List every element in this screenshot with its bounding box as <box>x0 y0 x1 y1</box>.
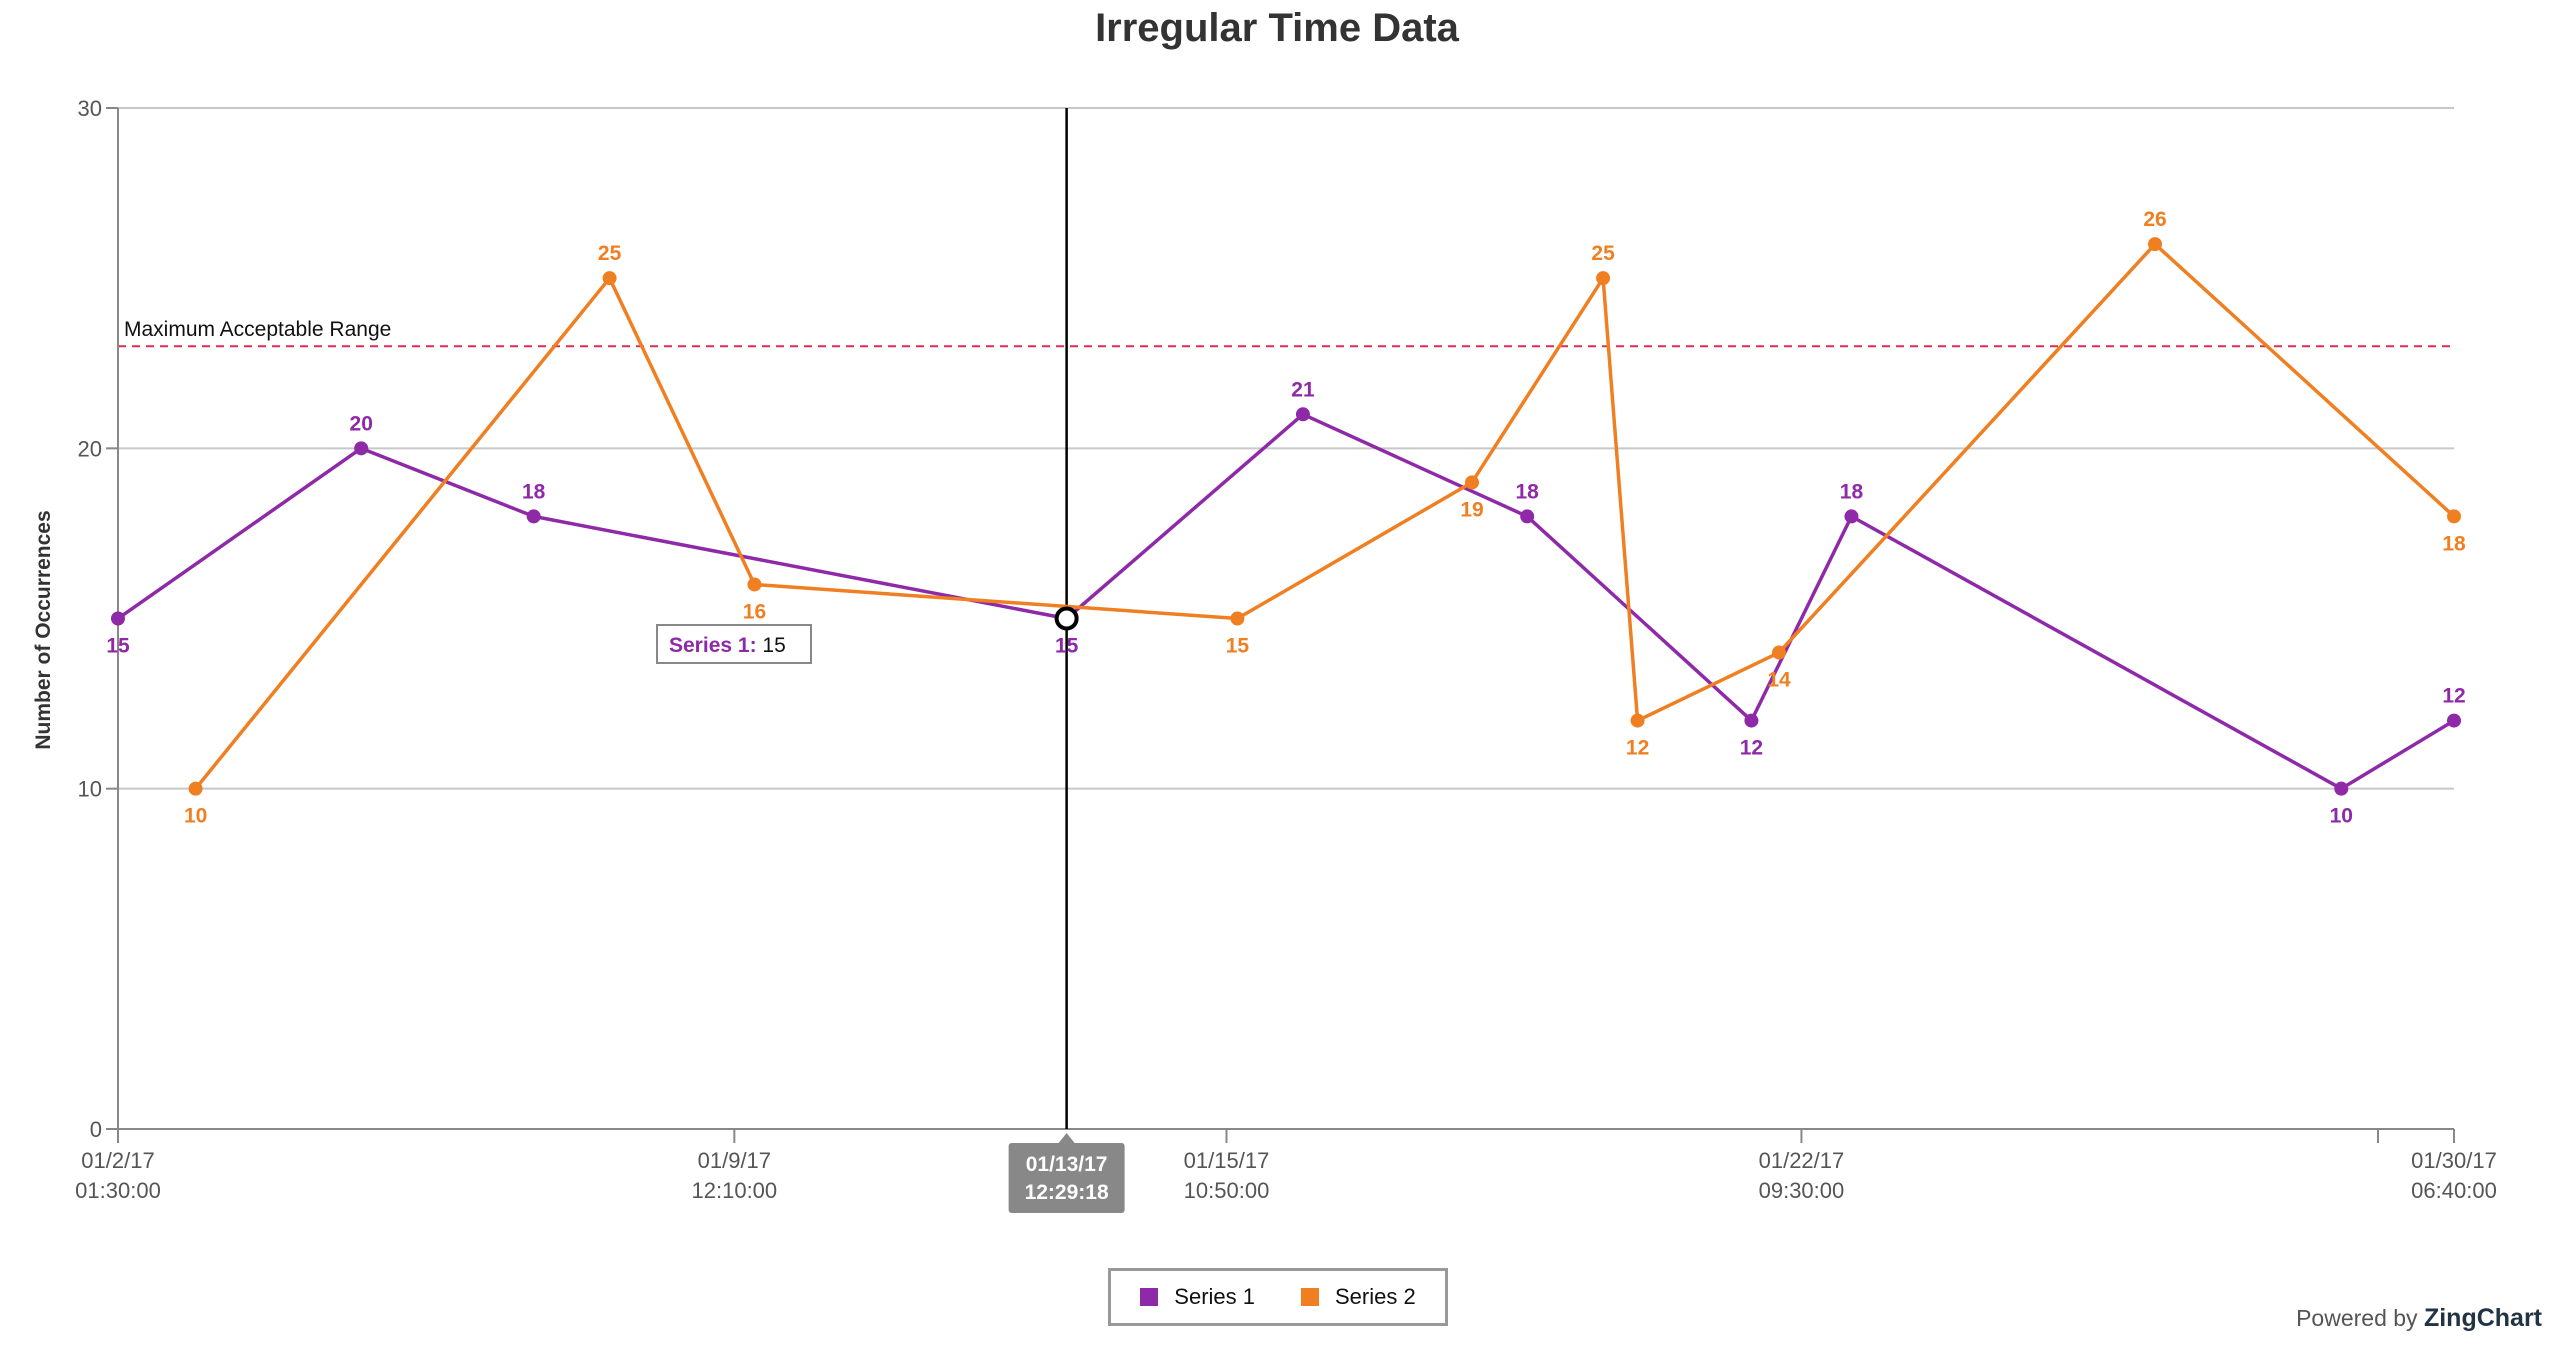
series-2-data-label: 26 <box>2143 208 2166 231</box>
grid-layer <box>118 107 2454 790</box>
x-tick-label: 09:30:00 <box>1759 1178 1845 1203</box>
series-1-point <box>111 611 125 626</box>
series-1-data-label: 10 <box>2330 805 2353 828</box>
y-tick-label: 0 <box>90 1117 102 1142</box>
series-2-data-label: 19 <box>1460 498 1483 521</box>
zingchart-brand: ZingChart <box>2423 1304 2542 1332</box>
series-1-data-label: 15 <box>1055 635 1079 658</box>
legend-item-series-1[interactable]: Series 1 <box>1140 1284 1255 1310</box>
powered-by-credit[interactable]: Powered by ZingChart <box>2296 1304 2542 1333</box>
series-1-data-label: 20 <box>350 412 373 435</box>
series-2-data-label: 15 <box>1226 635 1250 658</box>
series-1-data-label: 15 <box>106 635 130 658</box>
legend-label-series-2: Series 2 <box>1335 1284 1416 1309</box>
tooltip-layer: Series 1: 15 <box>656 624 812 664</box>
series-2-point <box>188 781 203 796</box>
x-tick-label: 01/9/17 <box>698 1148 771 1173</box>
data-label-layer: 15 20 18 15 21 18 12 18 10 12 10 25 16 15 19 25 12 14 26 18 <box>106 208 2466 828</box>
crosshair-highlight-point <box>1054 606 1079 631</box>
series-2-point <box>2148 237 2163 252</box>
series-2-point <box>1230 611 1245 626</box>
legend-swatch-series-2 <box>1301 1288 1319 1306</box>
crosshair-label-box <box>1008 1143 1125 1213</box>
series-1-point <box>354 441 369 456</box>
crosshair-pointer <box>1058 1133 1075 1143</box>
x-tick-label: 01/2/17 <box>81 1148 154 1173</box>
series-1-line <box>116 412 2455 791</box>
x-tick-label: 01/30/17 <box>2411 1148 2497 1173</box>
series-2-data-label: 12 <box>1626 737 1649 760</box>
series-2-data-label: 14 <box>1767 669 1791 692</box>
reference-line-label: Maximum Acceptable Range <box>124 318 391 341</box>
series-1-point <box>1844 509 1859 524</box>
tooltip-box <box>656 624 812 664</box>
series-1-point <box>2447 713 2461 728</box>
series-1-point <box>2334 781 2349 796</box>
crosshair-layer: 01/13/17 12:29:18 <box>1008 108 1125 1213</box>
series-2-point <box>2447 509 2461 524</box>
legend-label-series-1: Series 1 <box>1174 1284 1255 1309</box>
series-2-data-label: 10 <box>184 805 207 828</box>
x-tick-label: 01/22/17 <box>1759 1148 1845 1173</box>
series-2-data-label: 16 <box>743 600 766 623</box>
tooltip-series-name: Series 1: <box>669 634 762 657</box>
series-1-data-label: 12 <box>1740 737 1763 760</box>
series-2-point <box>1630 713 1645 728</box>
series-1-data-label: 18 <box>1516 480 1540 503</box>
series-1-point <box>1744 713 1759 728</box>
series-2-point <box>1772 645 1787 660</box>
series-2-data-label: 18 <box>2442 532 2466 555</box>
axis-layer: 0 10 20 30 01/2/17 01:30:00 01/9/17 12:10:00 01/… <box>75 96 2497 1203</box>
series-2-line <box>194 242 2456 790</box>
x-tick-label: 10:50:00 <box>1184 1178 1270 1203</box>
y-tick-label: 10 <box>78 777 102 802</box>
legend-swatch-series-1 <box>1140 1288 1159 1306</box>
series-layer <box>111 237 2461 796</box>
series-2-point <box>1596 271 1611 286</box>
y-tick-label: 20 <box>78 436 102 461</box>
crosshair-label: 01/13/17 <box>1026 1153 1108 1176</box>
chart-title: Irregular Time Data <box>1095 6 1460 50</box>
series-2-data-label: 25 <box>1591 242 1615 265</box>
series-1-data-label: 21 <box>1291 378 1315 401</box>
x-tick-label: 12:10:00 <box>692 1178 778 1203</box>
series-1-point <box>1295 407 1310 422</box>
legend: Series 1 Series 2 <box>1108 1268 1448 1326</box>
series-2-point <box>747 577 762 592</box>
x-tick-label: 01/15/17 <box>1184 1148 1270 1173</box>
reference-line-layer: Maximum Acceptable Range <box>118 318 2454 348</box>
series-1-data-label: 18 <box>522 480 546 503</box>
series-2-point <box>1464 475 1479 490</box>
series-1-point <box>526 509 541 524</box>
series-1-data-label: 12 <box>2442 685 2465 708</box>
y-axis-title: Number of Occurrences <box>32 510 55 749</box>
series-1-data-label: 18 <box>1840 480 1864 503</box>
series-1-point <box>1520 509 1535 524</box>
legend-item-series-2[interactable]: Series 2 <box>1301 1284 1416 1310</box>
tooltip-text: Series 1: 15 <box>669 634 786 657</box>
x-tick-label: 01:30:00 <box>75 1178 161 1203</box>
crosshair-label: 12:29:18 <box>1025 1181 1109 1204</box>
x-tick-label: 06:40:00 <box>2411 1178 2497 1203</box>
y-tick-label: 30 <box>78 96 102 121</box>
series-2-data-label: 25 <box>598 242 622 265</box>
series-2-point <box>602 271 617 286</box>
tooltip-value: 15 <box>762 634 785 657</box>
powered-by-prefix: Powered by <box>2296 1305 2418 1331</box>
